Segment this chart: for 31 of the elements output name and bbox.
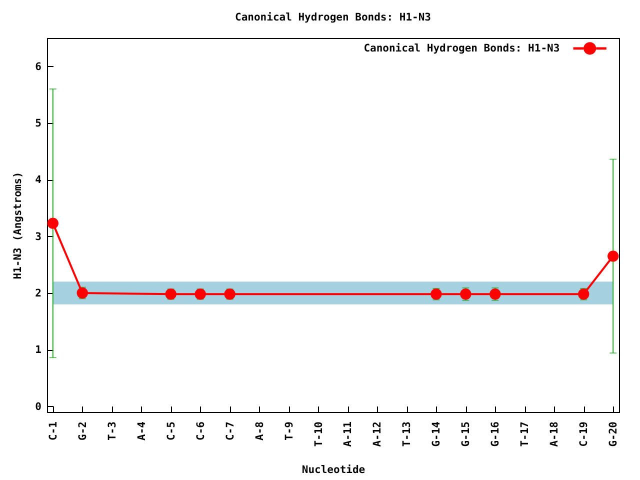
x-tick-label: G-15 (460, 422, 472, 447)
y-tick-label: 4 (35, 174, 42, 186)
x-tick-label: A-18 (548, 422, 561, 447)
x-tick-label: A-8 (254, 422, 266, 440)
x-tick-label: A-12 (372, 422, 384, 447)
y-tick-label: 3 (35, 230, 42, 243)
x-tick-label: C-5 (165, 422, 178, 440)
y-tick-label: 1 (35, 344, 42, 356)
y-tick-label: 2 (35, 288, 42, 300)
y-axis-title: H1-N3 (Angstroms) (12, 172, 24, 280)
x-tick-label: G-16 (490, 422, 502, 447)
y-tick-label: 5 (35, 118, 42, 130)
x-tick-label: T-9 (283, 422, 296, 440)
x-tick-label: A-11 (342, 422, 354, 447)
legend-label: Canonical Hydrogen Bonds: H1-N3 (364, 42, 560, 54)
x-tick-label: G-20 (608, 422, 620, 447)
y-tick-label: 0 (35, 400, 42, 413)
chart-title: Canonical Hydrogen Bonds: H1-N3 (235, 12, 431, 24)
x-tick-label: C-6 (194, 422, 207, 440)
y-tick-label: 6 (35, 60, 42, 73)
x-tick-label: G-2 (76, 422, 89, 440)
x-tick-label: T-13 (401, 422, 414, 447)
x-tick-label: T-17 (519, 422, 532, 447)
x-axis-title: Nucleotide (302, 464, 366, 476)
x-tick-label: C-7 (224, 422, 236, 440)
x-tick-label: G-14 (430, 422, 443, 447)
x-tick-label: C-19 (578, 422, 590, 447)
x-tick-label: T-3 (106, 422, 118, 440)
x-tick-label: T-10 (312, 422, 325, 447)
x-tick-label: C-1 (47, 422, 60, 440)
x-tick-label: A-4 (136, 422, 148, 440)
